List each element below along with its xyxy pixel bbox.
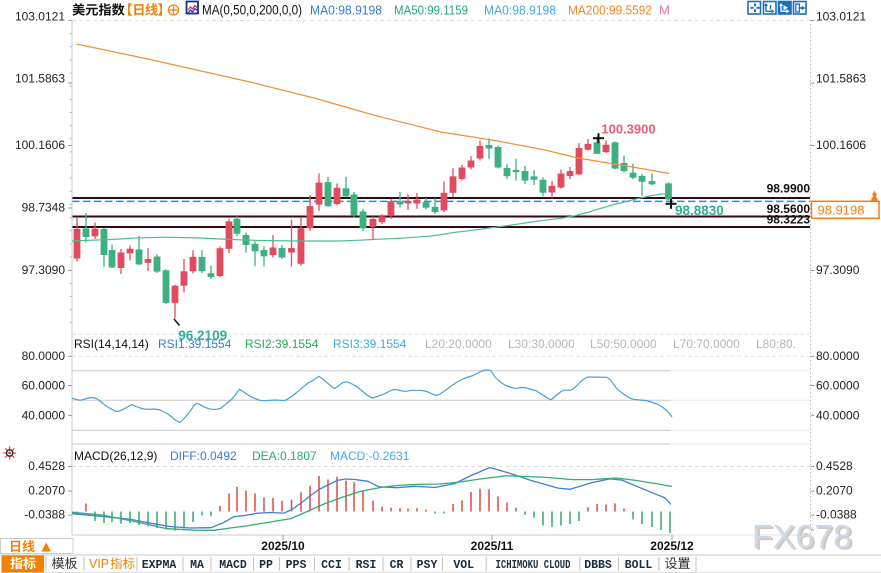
svg-text:98.9198: 98.9198: [818, 202, 865, 217]
svg-text:ICHIMOKU CLOUD: ICHIMOKU CLOUD: [496, 559, 571, 572]
svg-text:40.0000: 40.0000: [22, 409, 66, 423]
svg-text:L50:50.0000: L50:50.0000: [590, 337, 657, 351]
svg-text:L70:70.0000: L70:70.0000: [673, 337, 740, 351]
svg-text:VIP: VIP: [89, 557, 109, 571]
svg-text:100.1606: 100.1606: [15, 138, 65, 152]
svg-text:-0.0388: -0.0388: [816, 508, 857, 522]
svg-text:MA50:99.1159: MA50:99.1159: [394, 3, 468, 18]
svg-text:MA200:99.5592: MA200:99.5592: [568, 3, 652, 18]
svg-text:EXPMA: EXPMA: [142, 559, 177, 572]
svg-text:L20:20.0000: L20:20.0000: [425, 337, 492, 351]
svg-text:0.4528: 0.4528: [816, 459, 853, 473]
svg-text:DIFF:0.0492: DIFF:0.0492: [170, 449, 237, 463]
svg-text:0.4528: 0.4528: [28, 459, 65, 473]
svg-text:BOLL: BOLL: [625, 559, 653, 572]
svg-text:PSY: PSY: [417, 559, 438, 572]
svg-text:100.3900: 100.3900: [601, 122, 655, 137]
svg-text:FX678: FX678: [752, 518, 852, 555]
svg-text:PP: PP: [259, 559, 273, 572]
svg-text:RSI3:39.1554: RSI3:39.1554: [333, 337, 407, 351]
svg-text:98.9900: 98.9900: [767, 182, 811, 196]
svg-text:L80:80.: L80:80.: [756, 337, 796, 351]
svg-text:L30:30.0000: L30:30.0000: [508, 337, 575, 351]
svg-text:0.2070: 0.2070: [28, 484, 65, 498]
svg-text:101.5863: 101.5863: [816, 72, 866, 86]
svg-text:103.0121: 103.0121: [816, 10, 866, 24]
svg-text:MA0:98.9198: MA0:98.9198: [484, 3, 556, 18]
svg-text:RSI2:39.1554: RSI2:39.1554: [245, 337, 319, 351]
svg-text:2025/12: 2025/12: [650, 539, 694, 553]
svg-text:96.2109: 96.2109: [178, 328, 227, 343]
svg-text:DBBS: DBBS: [584, 559, 612, 572]
svg-text:98.7348: 98.7348: [22, 201, 66, 215]
svg-text:103.0121: 103.0121: [15, 10, 65, 24]
svg-text:100.1606: 100.1606: [816, 138, 866, 152]
svg-text:FX678: FX678: [754, 520, 854, 557]
svg-text:MACD(26,12,9): MACD(26,12,9): [74, 449, 157, 463]
svg-text:2025/10: 2025/10: [261, 539, 305, 553]
svg-text:0.2070: 0.2070: [816, 484, 853, 498]
svg-text:M: M: [659, 3, 670, 18]
svg-text:98.3223: 98.3223: [767, 213, 811, 227]
svg-text:97.3090: 97.3090: [816, 263, 860, 277]
svg-text:MA: MA: [190, 559, 204, 572]
svg-text:60.0000: 60.0000: [816, 379, 860, 393]
svg-text:RSI: RSI: [356, 559, 377, 572]
svg-text:CR: CR: [390, 559, 404, 572]
svg-text:RSI(14,14,14): RSI(14,14,14): [74, 337, 149, 351]
svg-text:CCI: CCI: [321, 559, 342, 572]
svg-text:80.0000: 80.0000: [816, 349, 860, 363]
svg-text:80.0000: 80.0000: [22, 349, 66, 363]
svg-text:98.5600: 98.5600: [767, 202, 811, 216]
svg-text:40.0000: 40.0000: [816, 409, 860, 423]
svg-text:MA(0,50,0,200,0,0): MA(0,50,0,200,0,0): [202, 3, 302, 18]
svg-text:MACD: MACD: [219, 559, 247, 572]
svg-text:MACD:-0.2631: MACD:-0.2631: [330, 449, 410, 463]
svg-text:DEA:0.1807: DEA:0.1807: [252, 449, 317, 463]
svg-text:PPS: PPS: [286, 559, 307, 572]
svg-text:-0.0388: -0.0388: [24, 508, 65, 522]
svg-text:97.3090: 97.3090: [22, 263, 66, 277]
svg-text:101.5863: 101.5863: [15, 72, 65, 86]
svg-text:RSI1:39.1554: RSI1:39.1554: [158, 337, 232, 351]
svg-text:60.0000: 60.0000: [22, 379, 66, 393]
svg-text:2025/11: 2025/11: [471, 539, 514, 553]
svg-text:MA0:98.9198: MA0:98.9198: [310, 3, 382, 18]
svg-text:98.8830: 98.8830: [675, 203, 724, 218]
svg-text:VOL: VOL: [453, 559, 474, 572]
